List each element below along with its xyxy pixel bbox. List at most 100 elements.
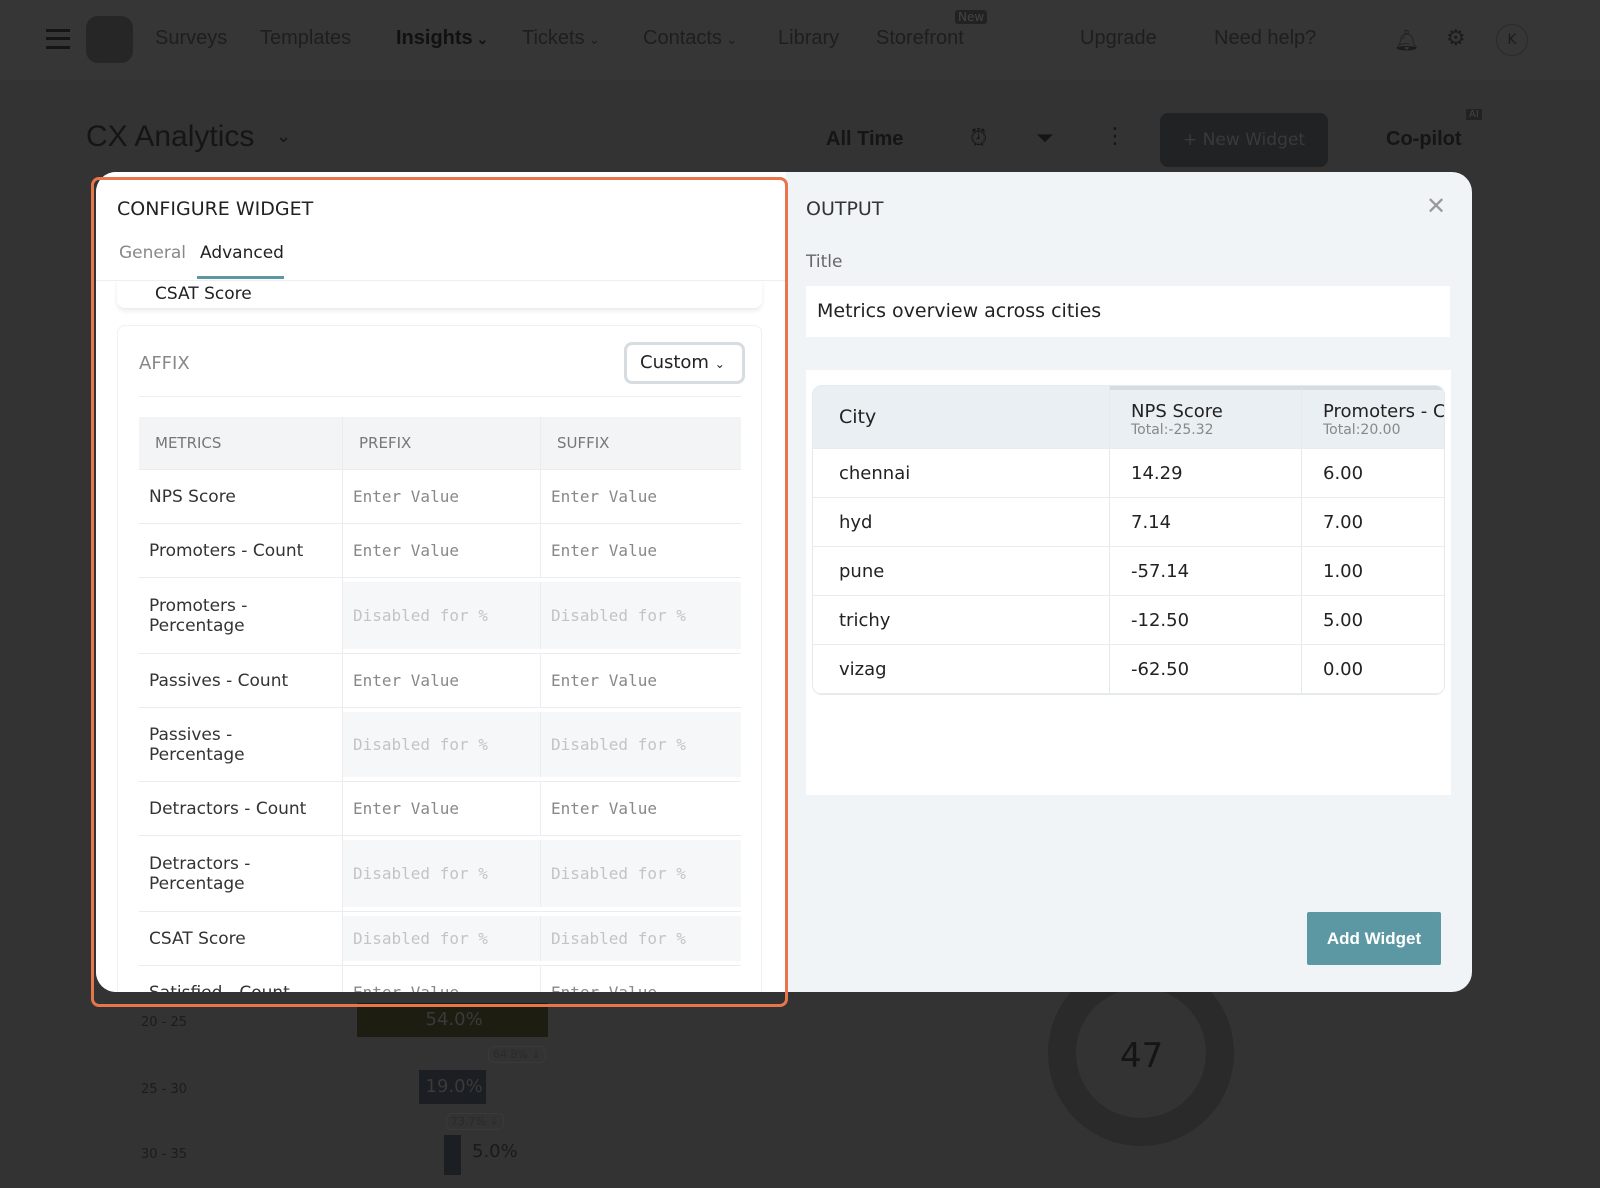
new-widget-label: New Widget (1202, 130, 1305, 150)
affix-row: NPS Score Enter Value Enter Value (139, 470, 741, 524)
title-chevron-icon[interactable]: ⌄ (276, 126, 292, 147)
output-table-row: pune -57.14 1.00 (813, 547, 1444, 596)
prefix-input[interactable]: Enter Value (343, 966, 541, 992)
prefix-input[interactable]: Enter Value (343, 654, 541, 707)
metric-name: Passives - Count (139, 654, 343, 707)
output-table-row: hyd 7.14 7.00 (813, 498, 1444, 547)
metric-name: Promoters - Percentage (139, 578, 343, 653)
nav-item-storefront[interactable]: Storefront (876, 27, 964, 49)
bell-icon[interactable]: 🔔︎ (1394, 28, 1420, 52)
output-table-row: vizag -62.50 0.00 (813, 645, 1444, 694)
affix-row: Promoters - Percentage Disabled for % Di… (139, 578, 741, 654)
affix-card (117, 325, 762, 992)
time-filter[interactable]: All Time (826, 128, 904, 150)
header-metrics: METRICS (139, 417, 343, 469)
prefix-input[interactable]: Enter Value (343, 470, 541, 523)
suffix-input[interactable]: Enter Value (551, 541, 657, 560)
affix-table: METRICS PREFIX SUFFIX NPS Score Enter Va… (139, 417, 741, 992)
gear-icon[interactable]: ⚙ (1446, 26, 1466, 51)
upgrade-link[interactable]: Upgrade (1080, 27, 1157, 49)
promoters-cell: 7.00 (1323, 511, 1364, 533)
metric-name: NPS Score (139, 470, 343, 523)
affix-label: AFFIX (139, 353, 190, 374)
add-widget-button[interactable]: Add Widget (1307, 912, 1441, 965)
prefix-input: Disabled for % (343, 840, 541, 907)
col-promoters-label: Promoters - C (1323, 400, 1444, 422)
promoters-cell: 1.00 (1323, 560, 1364, 582)
col-city: City (813, 386, 1110, 448)
menu-icon[interactable] (46, 29, 70, 49)
alarm-icon[interactable]: ⏰︎ (970, 126, 988, 151)
funnel-bar (419, 1070, 486, 1104)
chevron-down-icon: ⌄ (584, 31, 601, 47)
city-cell: chennai (813, 449, 1110, 497)
funnel-label: 25 - 30 (141, 1082, 188, 1097)
promoters-cell: 6.00 (1323, 462, 1364, 484)
configure-widget-modal: CONFIGURE WIDGET General Advanced CSAT S… (96, 172, 1472, 992)
col-promoters: Promoters - C Total:20.00 (1302, 386, 1444, 448)
suffix-input: Disabled for % (541, 712, 741, 777)
tab-advanced[interactable]: Advanced (200, 243, 284, 263)
affix-row: Promoters - Count Enter Value Enter Valu… (139, 524, 741, 578)
configure-panel: CONFIGURE WIDGET General Advanced CSAT S… (96, 172, 786, 992)
suffix-input[interactable]: Enter Value (551, 487, 657, 506)
more-icon[interactable]: ⋮ (1104, 124, 1126, 149)
close-icon[interactable]: ✕ (1426, 192, 1447, 220)
avatar[interactable]: K (1496, 24, 1528, 56)
affix-row: CSAT Score Disabled for % Disabled for % (139, 912, 741, 966)
prefix-input[interactable]: Enter Value (343, 782, 541, 835)
prefix-input: Disabled for % (343, 712, 541, 777)
tab-general[interactable]: General (119, 243, 186, 263)
funnel-value: 19.0% (425, 1076, 483, 1097)
chevron-down-icon: ⌄ (714, 357, 725, 371)
funnel-drop-badge: 64.8% ↓ (488, 1046, 546, 1063)
logo[interactable] (86, 16, 133, 63)
funnel-label: 20 - 25 (141, 1015, 188, 1030)
affix-mode-select[interactable]: Custom ⌄ (624, 342, 745, 384)
metric-name: Satisfied - Count (139, 966, 343, 992)
funnel-drop-value: 73.7% (451, 1115, 486, 1128)
title-input[interactable]: Metrics overview across cities (806, 286, 1450, 337)
nav-item-library[interactable]: Library (778, 27, 840, 49)
filter-icon[interactable]: ⏷ (1036, 126, 1054, 151)
prefix-input: Disabled for % (343, 582, 541, 649)
affix-row: Passives - Percentage Disabled for % Dis… (139, 708, 741, 782)
output-table-row: trichy -12.50 5.00 (813, 596, 1444, 645)
suffix-input[interactable]: Enter Value (541, 966, 741, 992)
top-nav: Surveys Templates Insights ⌄ Tickets ⌄ Conta… (0, 0, 1600, 80)
need-help-menu[interactable]: Need help? (1214, 27, 1317, 49)
funnel-bar (357, 1003, 548, 1037)
active-tab-indicator (197, 276, 284, 279)
funnel-label: 30 - 35 (141, 1147, 188, 1162)
suffix-input[interactable]: Enter Value (551, 799, 657, 818)
affix-mode-value: Custom (640, 352, 709, 373)
nps-cell: -12.50 (1110, 596, 1302, 644)
output-table: City NPS Score Total:-25.32 Promoters - C… (812, 385, 1445, 695)
suffix-input: Disabled for % (541, 916, 741, 961)
copilot-button[interactable]: Co-pilot (1386, 128, 1462, 150)
col-nps: NPS Score Total:-25.32 (1110, 386, 1302, 448)
nps-cell: -62.50 (1110, 645, 1302, 693)
ai-badge: AI (1466, 109, 1482, 120)
metric-name: Detractors - Percentage (139, 836, 343, 911)
nps-cell: 14.29 (1110, 449, 1302, 497)
funnel-bar (444, 1135, 461, 1175)
title-field-label: Title (806, 252, 843, 272)
nav-item-contacts[interactable]: Contacts ⌄ (643, 27, 738, 49)
col-nps-total: Total:-25.32 (1131, 421, 1214, 438)
nav-item-surveys[interactable]: Surveys (155, 27, 228, 49)
affix-row: Detractors - Count Enter Value Enter Val… (139, 782, 741, 836)
nav-item-templates[interactable]: Templates (260, 27, 352, 49)
nav-item-insights[interactable]: Insights ⌄ (396, 27, 489, 49)
output-table-header: City NPS Score Total:-25.32 Promoters - C… (813, 386, 1444, 449)
city-cell: pune (813, 547, 1110, 595)
funnel-drop-badge: 73.7% ↓ (446, 1113, 504, 1130)
nps-cell: 7.14 (1110, 498, 1302, 546)
affix-row: Satisfied - Count Enter Value Enter Valu… (139, 966, 741, 992)
nav-item-tickets[interactable]: Tickets ⌄ (522, 27, 601, 49)
suffix-input[interactable]: Enter Value (551, 671, 657, 690)
new-widget-button[interactable]: + New Widget (1160, 113, 1328, 167)
prefix-input: Disabled for % (343, 916, 541, 961)
prefix-input[interactable]: Enter Value (343, 524, 541, 577)
city-cell: hyd (813, 498, 1110, 546)
